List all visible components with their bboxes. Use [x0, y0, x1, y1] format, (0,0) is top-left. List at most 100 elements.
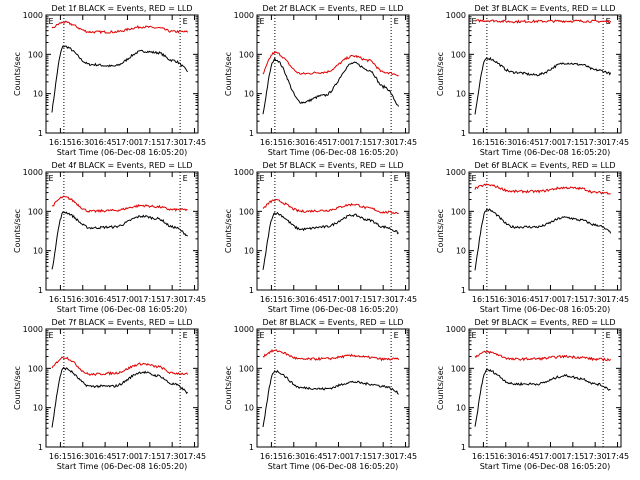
x-tick-label: 16:45 [305, 138, 328, 147]
plot-frame [256, 14, 410, 134]
x-axis-label: Start Time (06-Dec-08 16:05:20) [57, 462, 188, 471]
panel-2: Det 2f BLACK = Events, RED = LLD 1 10 100 10… [224, 4, 417, 157]
y-tick-label: 1 [461, 129, 466, 138]
corner-mark: E [471, 17, 476, 26]
y-tick-label: 10 [33, 404, 43, 413]
y-tick-label: 100 [239, 364, 254, 373]
x-tick-label: 17:00 [539, 452, 562, 461]
panel-title: Det 6f BLACK = Events, RED = LLD [474, 161, 615, 170]
panel-title: Det 3f BLACK = Events, RED = LLD [474, 4, 615, 13]
x-tick-label: 17:00 [539, 295, 562, 304]
x-tick-label: 17:15 [138, 138, 161, 147]
y-tick-label: 10 [244, 90, 254, 99]
x-tick-label: 17:00 [539, 138, 562, 147]
x-tick-label: 17:30 [161, 295, 184, 304]
panel-8: Det 8f BLACK = Events, RED = LLD 1 10 100 10… [224, 318, 417, 471]
events-line [474, 56, 612, 115]
x-tick-label: 17:45 [183, 295, 206, 304]
x-tick-label: 16:30 [71, 138, 94, 147]
corner-mark: E [394, 17, 399, 26]
x-tick-label: 16:30 [282, 295, 305, 304]
corner-mark: E [471, 174, 476, 183]
panel-title: Det 2f BLACK = Events, RED = LLD [262, 4, 403, 13]
panel-title: Det 7f BLACK = Events, RED = LLD [51, 318, 192, 327]
x-axis-label: Start Time (06-Dec-08 16:05:20) [480, 148, 611, 157]
y-tick-label: 100 [451, 364, 466, 373]
x-tick-label: 16:45 [94, 295, 117, 304]
x-tick-label: 17:45 [606, 452, 629, 461]
y-tick-label: 1 [38, 286, 43, 295]
x-tick-label: 17:00 [116, 295, 139, 304]
y-tick-label: 100 [28, 364, 43, 373]
y-tick-label: 1000 [234, 11, 254, 20]
y-tick-label: 1000 [23, 11, 43, 20]
x-tick-label: 16:45 [517, 295, 540, 304]
events-line [51, 366, 188, 428]
y-tick-label: 1000 [234, 325, 254, 334]
y-tick-label: 100 [239, 207, 254, 216]
y-tick-label: 1 [38, 129, 43, 138]
plot-frame [45, 14, 199, 134]
panel-title: Det 9f BLACK = Events, RED = LLD [474, 318, 615, 327]
y-axis-label: Counts/sec [13, 52, 22, 96]
x-tick-label: 17:30 [584, 138, 607, 147]
y-axis-label: Counts/sec [436, 52, 445, 96]
events-line [262, 211, 399, 270]
y-tick-label: 10 [456, 404, 466, 413]
x-tick-label: 16:15 [49, 452, 72, 461]
x-tick-label: 17:15 [349, 295, 372, 304]
y-tick-label: 1000 [446, 11, 466, 20]
x-tick-label: 17:15 [138, 452, 161, 461]
x-tick-label: 17:45 [606, 295, 629, 304]
panel-title: Det 4f BLACK = Events, RED = LLD [51, 161, 192, 170]
x-tick-label: 17:30 [372, 295, 395, 304]
x-tick-label: 17:30 [161, 138, 184, 147]
x-tick-label: 17:45 [606, 138, 629, 147]
corner-mark: E [259, 331, 264, 340]
corner-mark: E [394, 174, 399, 183]
x-tick-label: 17:00 [116, 138, 139, 147]
y-tick-label: 10 [33, 247, 43, 256]
panel-title: Det 1f BLACK = Events, RED = LLD [51, 4, 192, 13]
x-tick-label: 16:15 [49, 138, 72, 147]
x-tick-label: 17:15 [138, 295, 161, 304]
panel-7: Det 7f BLACK = Events, RED = LLD 1 10 100 10… [13, 318, 206, 471]
x-axis-label: Start Time (06-Dec-08 16:05:20) [480, 305, 611, 314]
y-axis-label: Counts/sec [224, 52, 233, 96]
x-tick-label: 17:15 [561, 295, 584, 304]
corner-mark: E [183, 17, 188, 26]
x-tick-label: 17:00 [327, 295, 350, 304]
x-tick-label: 17:00 [327, 452, 350, 461]
y-tick-label: 10 [244, 404, 254, 413]
x-tick-label: 17:00 [116, 452, 139, 461]
panel-3: Det 3f BLACK = Events, RED = LLD 1 10 100 10… [436, 4, 629, 157]
events-line [262, 369, 399, 428]
y-tick-label: 100 [28, 207, 43, 216]
x-axis-label: Start Time (06-Dec-08 16:05:20) [268, 462, 399, 471]
y-axis-label: Counts/sec [224, 209, 233, 253]
x-tick-label: 17:30 [161, 452, 184, 461]
plot-frame [45, 171, 199, 291]
x-tick-label: 16:30 [494, 138, 517, 147]
panel-title: Det 5f BLACK = Events, RED = LLD [262, 161, 403, 170]
plot-frame [256, 328, 410, 448]
lld-line [51, 195, 188, 214]
x-tick-label: 16:30 [494, 452, 517, 461]
x-tick-label: 16:45 [517, 452, 540, 461]
x-tick-label: 17:30 [584, 452, 607, 461]
plot-frame [45, 328, 199, 448]
x-tick-label: 17:45 [183, 452, 206, 461]
x-axis-label: Start Time (06-Dec-08 16:05:20) [268, 305, 399, 314]
corner-mark: E [48, 331, 53, 340]
corner-mark: E [183, 331, 188, 340]
x-tick-label: 17:15 [561, 138, 584, 147]
corner-mark: E [606, 174, 611, 183]
events-line [474, 208, 612, 271]
panel-1: Det 1f BLACK = Events, RED = LLD 1 10 100 10… [13, 4, 206, 157]
x-tick-label: 17:30 [584, 295, 607, 304]
plot-frame [468, 14, 622, 134]
x-tick-label: 17:45 [394, 452, 417, 461]
corner-mark: E [394, 331, 399, 340]
x-tick-label: 17:30 [372, 138, 395, 147]
x-tick-label: 16:45 [94, 138, 117, 147]
